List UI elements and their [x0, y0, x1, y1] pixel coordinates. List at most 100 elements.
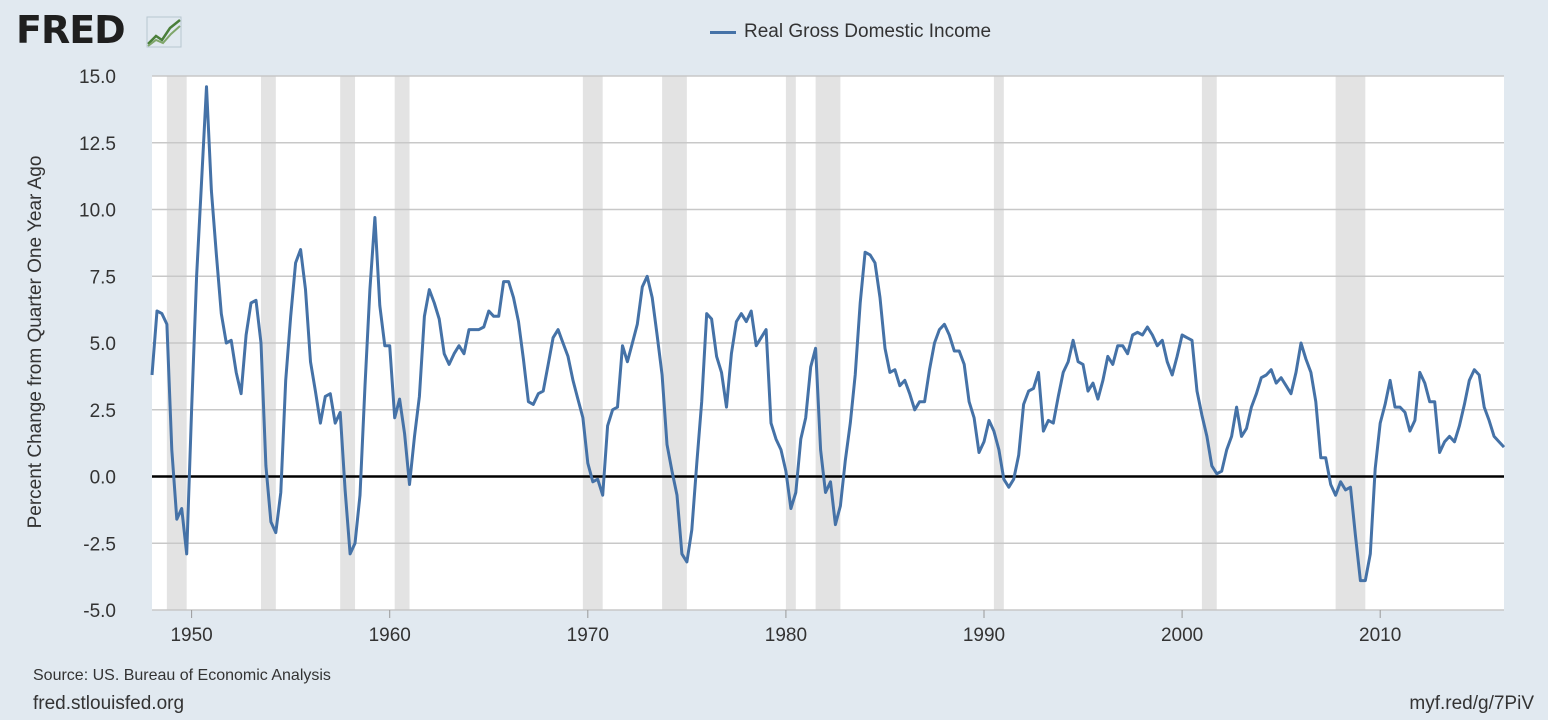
data-point[interactable] [482, 326, 485, 329]
data-point[interactable] [849, 422, 852, 425]
data-point[interactable] [502, 280, 505, 283]
data-point[interactable] [884, 347, 887, 350]
data-point[interactable] [1126, 352, 1129, 355]
data-point[interactable] [1493, 435, 1496, 438]
data-point[interactable] [1007, 486, 1010, 489]
data-point[interactable] [497, 315, 500, 318]
data-point[interactable] [1349, 486, 1352, 489]
data-point[interactable] [240, 392, 243, 395]
data-point[interactable] [1131, 334, 1134, 337]
data-point[interactable] [344, 488, 347, 491]
data-point[interactable] [1498, 440, 1501, 443]
data-point[interactable] [725, 406, 728, 409]
data-point[interactable] [364, 384, 367, 387]
data-point[interactable] [879, 296, 882, 299]
data-point[interactable] [953, 350, 956, 353]
data-point[interactable] [1309, 371, 1312, 374]
series-line-real-gdi[interactable] [150, 85, 1506, 583]
data-point[interactable] [1072, 339, 1075, 342]
data-point[interactable] [448, 363, 451, 366]
data-point[interactable] [408, 483, 411, 486]
data-point[interactable] [1012, 478, 1015, 481]
data-point[interactable] [468, 328, 471, 331]
data-point[interactable] [1156, 344, 1159, 347]
data-point[interactable] [651, 296, 654, 299]
data-point[interactable] [780, 448, 783, 451]
data-point[interactable] [418, 395, 421, 398]
data-point[interactable] [591, 480, 594, 483]
data-point[interactable] [755, 344, 758, 347]
data-point[interactable] [1428, 400, 1431, 403]
data-point[interactable] [943, 323, 946, 326]
data-point[interactable] [388, 344, 391, 347]
data-point[interactable] [1438, 451, 1441, 454]
data-point[interactable] [324, 395, 327, 398]
data-point[interactable] [730, 352, 733, 355]
data-point[interactable] [1280, 376, 1283, 379]
data-point[interactable] [1260, 376, 1263, 379]
data-point[interactable] [978, 451, 981, 454]
data-point[interactable] [671, 470, 674, 473]
data-point[interactable] [913, 408, 916, 411]
data-point[interactable] [1314, 400, 1317, 403]
data-point[interactable] [576, 398, 579, 401]
data-point[interactable] [463, 352, 466, 355]
site-link[interactable]: fred.stlouisfed.org [33, 693, 185, 714]
data-point[interactable] [973, 416, 976, 419]
data-point[interactable] [230, 339, 233, 342]
data-point[interactable] [606, 424, 609, 427]
data-point[interactable] [1067, 360, 1070, 363]
data-point[interactable] [874, 261, 877, 264]
data-point[interactable] [656, 334, 659, 337]
data-point[interactable] [190, 408, 193, 411]
data-point[interactable] [542, 390, 545, 393]
data-point[interactable] [1408, 430, 1411, 433]
data-point[interactable] [631, 342, 634, 345]
data-point[interactable] [517, 320, 520, 323]
data-point[interactable] [596, 478, 599, 481]
data-point[interactable] [269, 520, 272, 523]
data-point[interactable] [1200, 414, 1203, 417]
data-point[interactable] [383, 344, 386, 347]
data-point[interactable] [1324, 456, 1327, 459]
data-point[interactable] [869, 253, 872, 256]
data-point[interactable] [1220, 470, 1223, 473]
data-point[interactable] [626, 360, 629, 363]
data-point[interactable] [1022, 403, 1025, 406]
data-point[interactable] [1394, 406, 1397, 409]
data-point[interactable] [1369, 552, 1372, 555]
data-point[interactable] [185, 552, 188, 555]
data-point[interactable] [170, 448, 173, 451]
data-point[interactable] [1250, 406, 1253, 409]
data-point[interactable] [359, 494, 362, 497]
data-point[interactable] [1151, 334, 1154, 337]
data-point[interactable] [1255, 392, 1258, 395]
data-point[interactable] [1215, 472, 1218, 475]
data-point[interactable] [289, 315, 292, 318]
data-point[interactable] [809, 366, 812, 369]
data-point[interactable] [661, 374, 664, 377]
data-point[interactable] [938, 328, 941, 331]
data-point[interactable] [1186, 336, 1189, 339]
data-point[interactable] [680, 552, 683, 555]
data-point[interactable] [299, 248, 302, 251]
data-point[interactable] [284, 379, 287, 382]
data-point[interactable] [368, 288, 371, 291]
data-point[interactable] [1329, 483, 1332, 486]
data-point[interactable] [928, 368, 931, 371]
data-point[interactable] [1037, 371, 1040, 374]
data-point[interactable] [477, 328, 480, 331]
data-point[interactable] [1235, 406, 1238, 409]
data-point[interactable] [1146, 326, 1149, 329]
data-point[interactable] [1176, 355, 1179, 358]
data-point[interactable] [636, 323, 639, 326]
data-point[interactable] [304, 288, 307, 291]
fred-logo[interactable]: FRED [16, 8, 126, 52]
data-point[interactable] [621, 344, 624, 347]
data-point[interactable] [1503, 446, 1506, 449]
data-point[interactable] [854, 374, 857, 377]
data-point[interactable] [1304, 358, 1307, 361]
data-point[interactable] [1141, 334, 1144, 337]
data-point[interactable] [948, 334, 951, 337]
data-point[interactable] [735, 320, 738, 323]
